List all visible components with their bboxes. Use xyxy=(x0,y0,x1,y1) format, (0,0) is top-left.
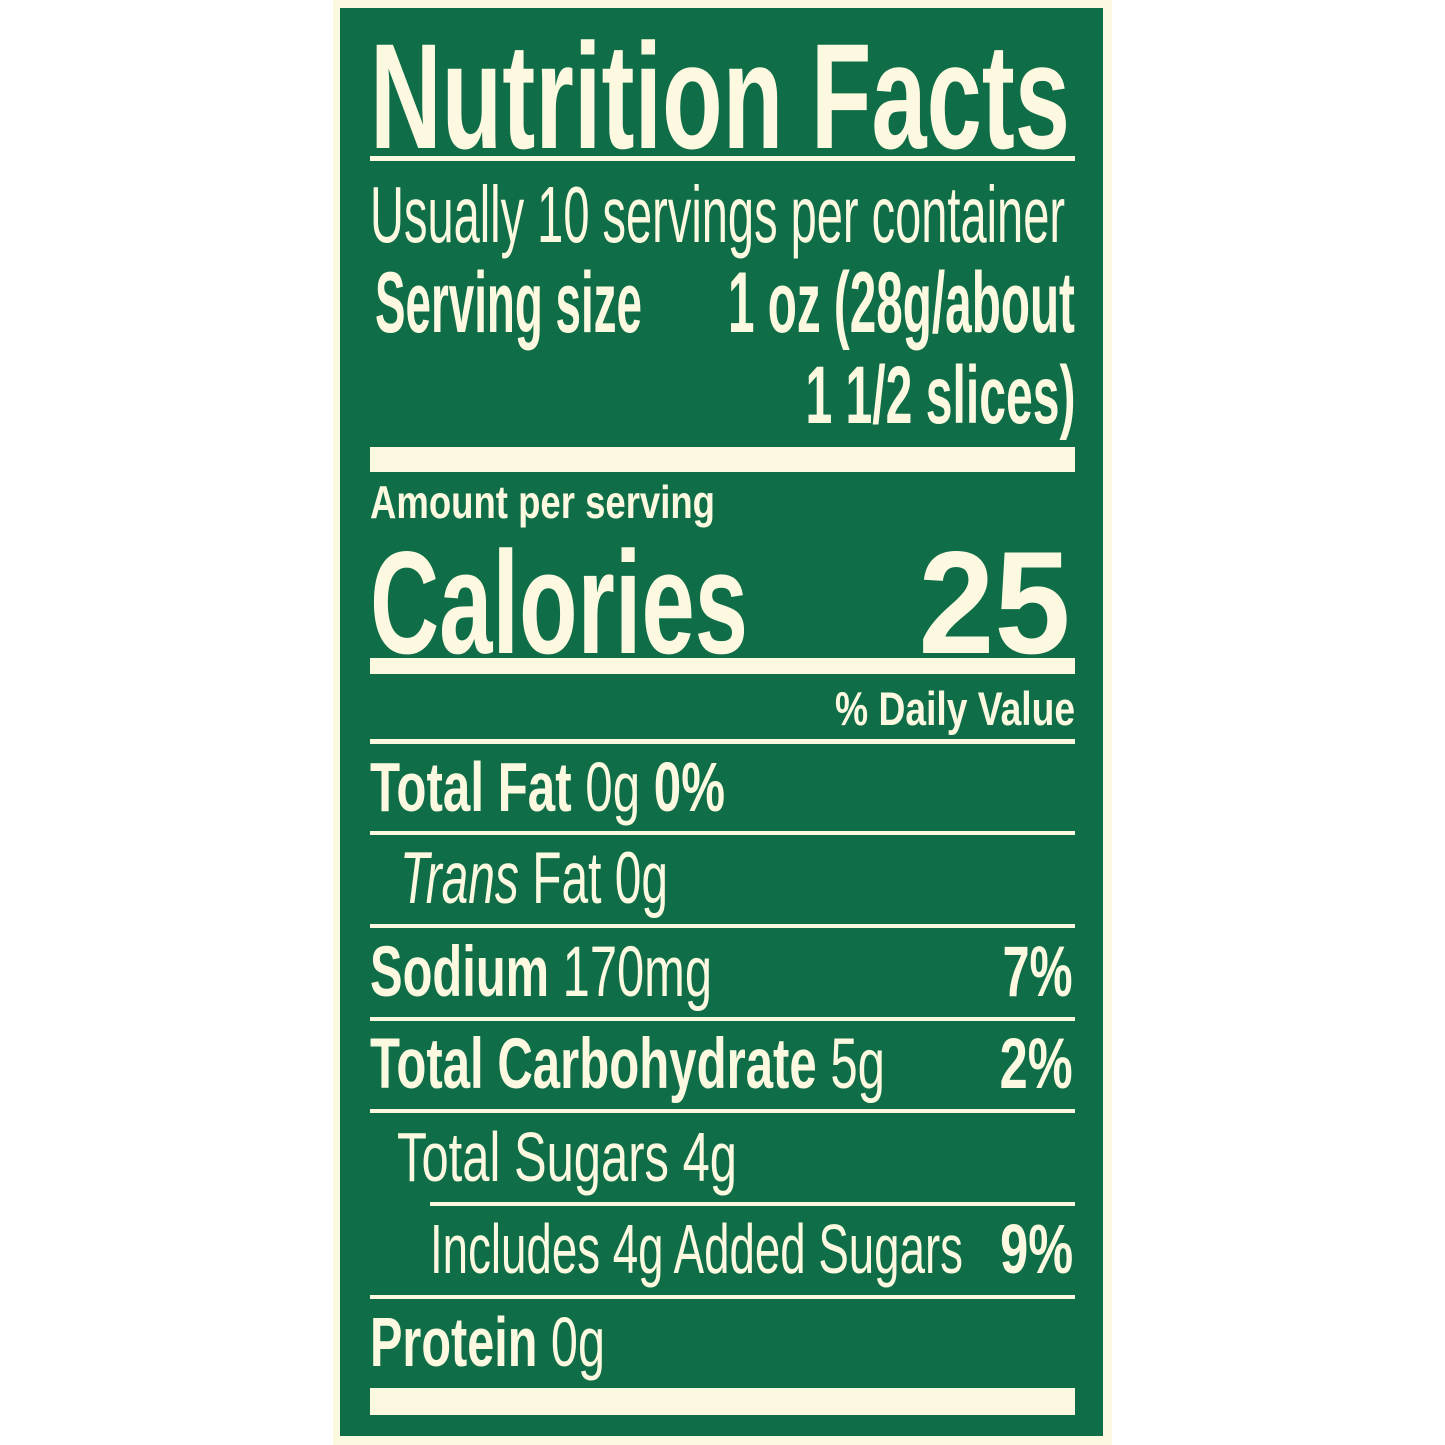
serving-size-label: Serving size xyxy=(375,255,642,351)
nutrient-label: Protein xyxy=(370,1303,538,1381)
daily-value-header: % Daily Value xyxy=(835,682,1075,735)
thick-bar xyxy=(370,1388,1075,1415)
divider xyxy=(430,1202,1075,1206)
servings-per-container: Usually 10 servings per container xyxy=(370,170,1065,259)
nutrient-total-sugars: Total Sugars 4g xyxy=(397,1122,737,1192)
divider xyxy=(370,1017,1075,1021)
title: Nutrition Facts xyxy=(370,12,1070,180)
medium-bar xyxy=(370,658,1075,674)
nutrient-amount: 4g xyxy=(682,1118,737,1196)
divider xyxy=(370,1295,1075,1299)
thick-bar xyxy=(370,447,1075,472)
nutrient-amount: 170mg xyxy=(562,933,712,1012)
nutrient-label: Total Carbohydrate xyxy=(370,1025,817,1104)
serving-size-value: 1 oz (28g/about xyxy=(728,255,1075,351)
nutrient-dv: 9% xyxy=(1000,1210,1073,1288)
nutrient-protein: Protein 0g xyxy=(370,1307,605,1377)
nutrient-label: Total Fat xyxy=(370,748,572,826)
nutrient-total-fat: Total Fat 0g 0% xyxy=(370,752,725,822)
divider xyxy=(370,831,1075,835)
nutrient-trans-fat: Trans Fat 0g xyxy=(400,842,668,915)
divider xyxy=(370,1109,1075,1113)
nutrient-amount: 0g xyxy=(614,838,668,919)
nutrient-label-italic: Trans xyxy=(400,838,519,919)
nutrient-label: Total Sugars xyxy=(397,1118,669,1196)
calories-label: Calories xyxy=(370,521,748,684)
nutrient-dv: 2% xyxy=(1000,1025,1073,1104)
divider xyxy=(370,156,1075,161)
amount-per-serving: Amount per serving xyxy=(370,476,715,528)
divider xyxy=(370,739,1075,744)
nutrient-amount: 0g xyxy=(550,1303,605,1381)
nutrient-amount: 0g xyxy=(585,748,641,826)
nutrient-total-carbohydrate: Total Carbohydrate 5g xyxy=(370,1029,885,1100)
nutrient-label: Sodium xyxy=(370,933,550,1012)
calories-value: 25 xyxy=(918,521,1070,684)
divider xyxy=(370,924,1075,928)
nutrient-dv: 7% xyxy=(1003,933,1073,1012)
nutrient-amount: 5g xyxy=(830,1025,885,1104)
nutrient-sodium: Sodium 170mg xyxy=(370,937,712,1008)
nutrient-label: Fat xyxy=(532,838,602,919)
nutrient-dv: 0% xyxy=(653,748,725,826)
nutrient-added-sugars: Includes 4g Added Sugars xyxy=(430,1210,963,1288)
nutrition-panel xyxy=(340,8,1103,1436)
serving-size-value-cont: 1 1/2 slices) xyxy=(805,350,1075,441)
